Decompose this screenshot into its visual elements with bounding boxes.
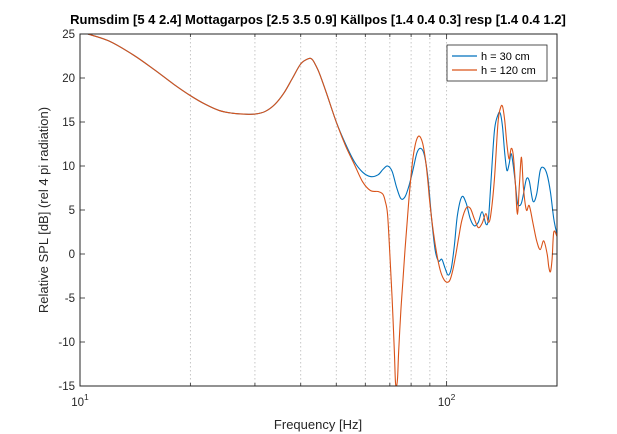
y-axis-label: Relative SPL [dB] (rel 4 pi radiation) xyxy=(36,107,51,313)
y-tick-label: -5 xyxy=(65,293,75,305)
legend-label: h = 30 cm xyxy=(481,51,530,63)
legend-label: h = 120 cm xyxy=(481,65,536,77)
series-line-2 xyxy=(87,34,557,386)
y-tick-label: 20 xyxy=(62,73,75,85)
y-tick-label: 5 xyxy=(69,205,75,217)
x-tick-label: 102 xyxy=(438,392,456,409)
y-tick-label: 15 xyxy=(62,117,75,129)
axis-ticks: 101 102 -15 -10 -5 0 5 10 15 20 25 xyxy=(58,29,558,409)
series-lines xyxy=(87,34,557,386)
plot-area xyxy=(80,34,557,386)
chart-title: Rumsdim [5 4 2.4] Mottagarpos [2.5 3.5 0… xyxy=(70,12,566,27)
y-tick-label: -10 xyxy=(58,337,75,349)
y-tick-label: 10 xyxy=(62,161,75,173)
y-tick-label: -15 xyxy=(58,381,75,393)
x-tick-label: 101 xyxy=(71,392,89,409)
x-axis-label: Frequency [Hz] xyxy=(274,417,362,432)
y-tick-label: 0 xyxy=(69,249,75,261)
y-tick-label: 25 xyxy=(62,29,75,41)
legend: h = 30 cm h = 120 cm xyxy=(446,44,548,82)
legend-box xyxy=(446,44,548,82)
